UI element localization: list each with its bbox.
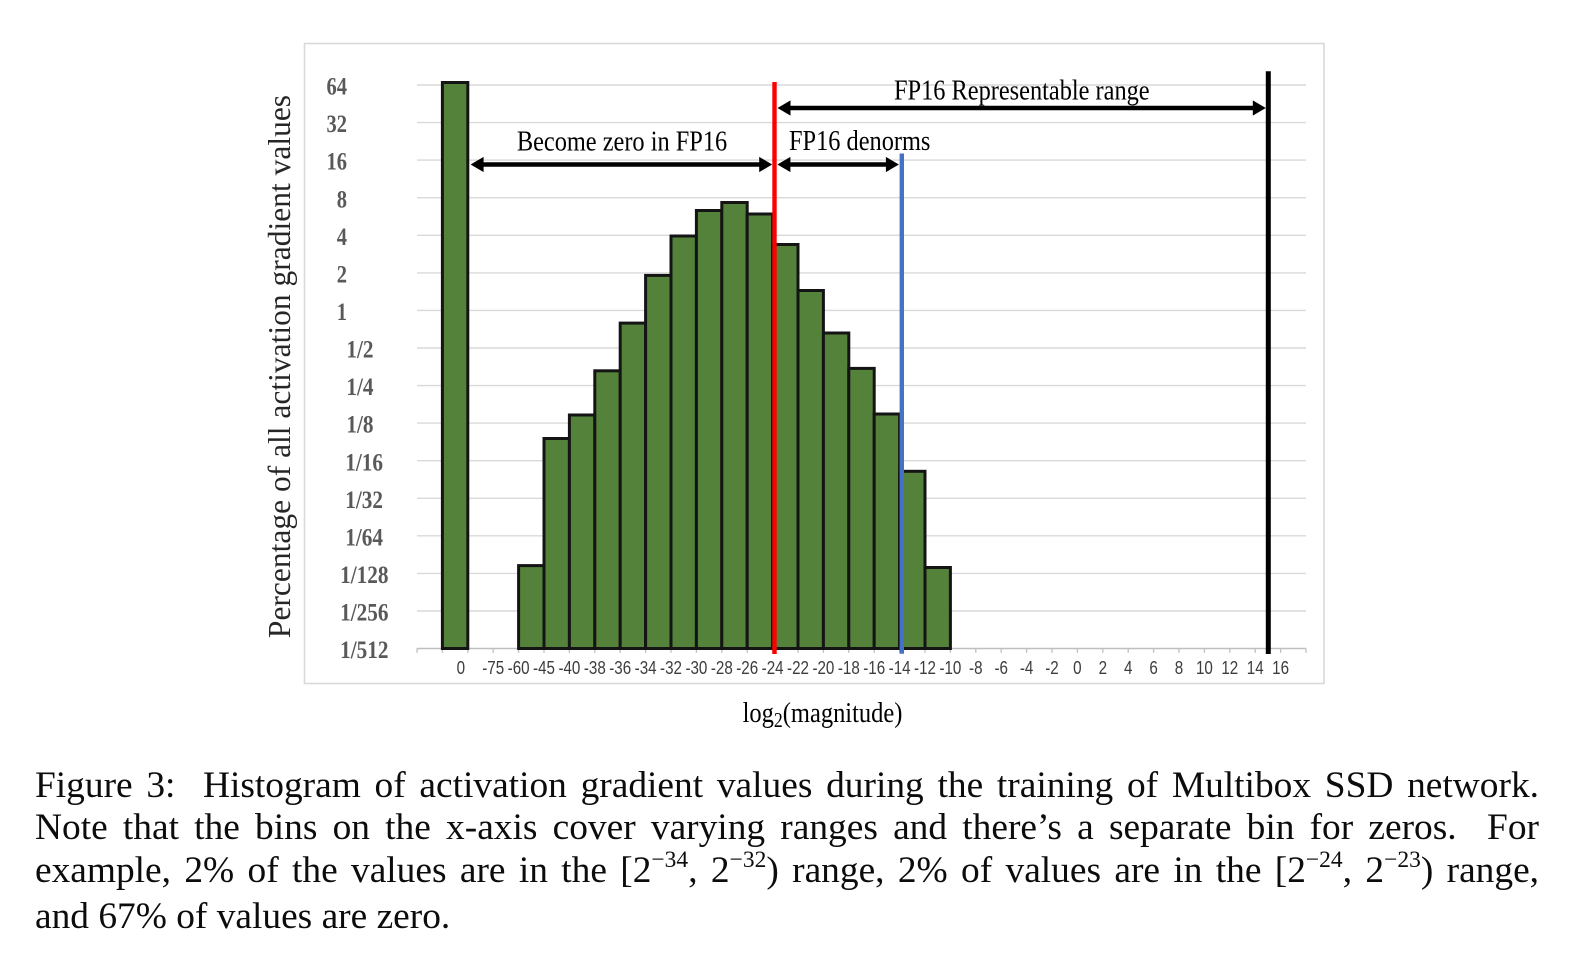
svg-text:-10: -10 bbox=[939, 658, 961, 679]
svg-text:-30: -30 bbox=[685, 658, 707, 679]
svg-text:2: 2 bbox=[337, 261, 347, 288]
svg-text:FP16 denorms: FP16 denorms bbox=[789, 125, 930, 156]
svg-text:-36: -36 bbox=[609, 658, 631, 679]
svg-text:-38: -38 bbox=[584, 658, 606, 679]
svg-text:1/2: 1/2 bbox=[346, 336, 373, 364]
svg-text:8: 8 bbox=[1175, 658, 1183, 679]
svg-text:-20: -20 bbox=[812, 658, 834, 679]
svg-text:-34: -34 bbox=[635, 658, 657, 679]
svg-text:0: 0 bbox=[457, 658, 465, 679]
svg-text:14: 14 bbox=[1247, 658, 1264, 679]
svg-text:-16: -16 bbox=[863, 658, 885, 679]
svg-text:1: 1 bbox=[337, 298, 347, 325]
svg-text:-8: -8 bbox=[969, 658, 982, 679]
svg-text:4: 4 bbox=[337, 223, 347, 250]
svg-text:64: 64 bbox=[327, 73, 347, 100]
svg-text:-45: -45 bbox=[533, 658, 555, 679]
svg-text:1/256: 1/256 bbox=[340, 599, 388, 627]
svg-text:-14: -14 bbox=[889, 658, 911, 679]
svg-text:-28: -28 bbox=[711, 658, 733, 679]
svg-text:1/16: 1/16 bbox=[345, 449, 383, 477]
svg-text:-32: -32 bbox=[660, 658, 682, 679]
svg-text:8: 8 bbox=[337, 185, 347, 212]
svg-text:1/64: 1/64 bbox=[345, 524, 383, 552]
svg-text:1/4: 1/4 bbox=[346, 374, 374, 402]
svg-text:6: 6 bbox=[1149, 658, 1157, 679]
svg-text:-75: -75 bbox=[482, 658, 504, 679]
svg-text:-2: -2 bbox=[1045, 658, 1058, 679]
svg-text:Become zero in FP16: Become zero in FP16 bbox=[517, 126, 727, 157]
svg-text:4: 4 bbox=[1124, 658, 1132, 679]
svg-text:10: 10 bbox=[1196, 658, 1213, 679]
svg-text:12: 12 bbox=[1221, 658, 1238, 679]
svg-text:-12: -12 bbox=[914, 658, 936, 679]
svg-text:FP16 Representable range: FP16 Representable range bbox=[894, 75, 1150, 106]
svg-text:log2(magnitude): log2(magnitude) bbox=[743, 696, 903, 732]
svg-text:-40: -40 bbox=[558, 658, 580, 679]
svg-text:Percentage of all activation g: Percentage of all activation gradient va… bbox=[262, 95, 297, 638]
svg-text:-4: -4 bbox=[1020, 658, 1033, 679]
svg-text:1/512: 1/512 bbox=[340, 637, 388, 665]
svg-text:1/8: 1/8 bbox=[346, 411, 373, 439]
svg-text:1/32: 1/32 bbox=[345, 486, 383, 514]
svg-text:16: 16 bbox=[1272, 658, 1289, 679]
svg-text:16: 16 bbox=[327, 148, 347, 175]
svg-text:2: 2 bbox=[1099, 658, 1107, 679]
svg-text:-18: -18 bbox=[838, 658, 860, 679]
svg-text:-60: -60 bbox=[508, 658, 530, 679]
svg-text:1/128: 1/128 bbox=[340, 561, 388, 589]
svg-text:-26: -26 bbox=[736, 658, 758, 679]
svg-text:32: 32 bbox=[327, 110, 347, 137]
svg-text:0: 0 bbox=[1073, 658, 1081, 679]
svg-text:-6: -6 bbox=[994, 658, 1007, 679]
svg-text:-22: -22 bbox=[787, 658, 809, 679]
svg-text:-24: -24 bbox=[762, 658, 784, 679]
